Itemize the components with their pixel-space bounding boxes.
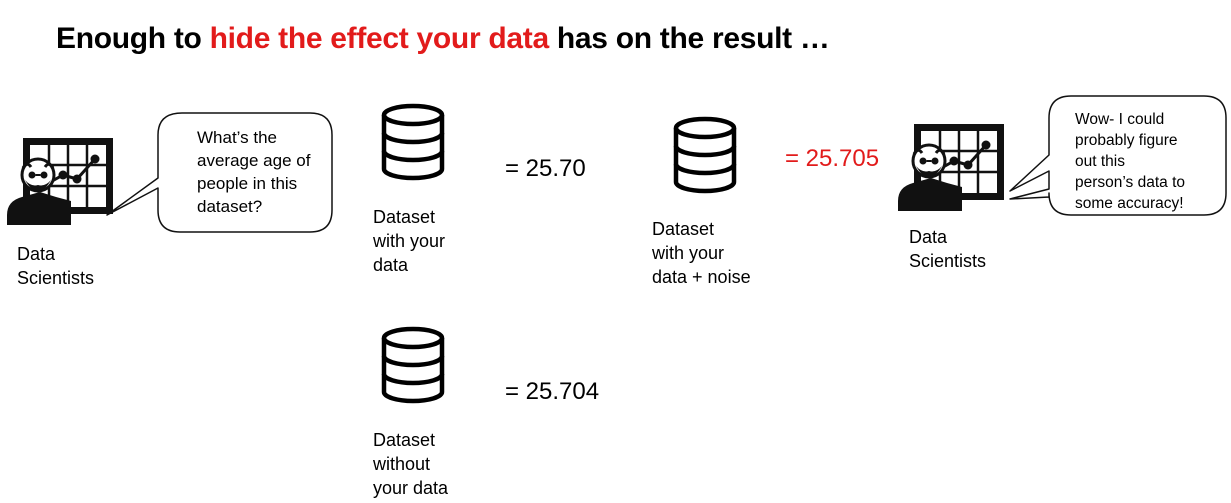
- title-prefix: Enough to: [56, 22, 210, 55]
- database-icon: [673, 116, 737, 194]
- slide-title: Enough to hide the effect your data has …: [56, 22, 830, 56]
- title-suffix: has on the result …: [548, 22, 830, 55]
- title-highlight: hide the effect your data: [209, 22, 550, 55]
- dataset-without-your-data-label: Dataset without your data: [373, 430, 449, 498]
- left-speech-bubble: [106, 112, 333, 233]
- left-scientist-label: Data Scientists: [17, 244, 95, 288]
- dataset-with-your-data-label: Dataset with your data: [373, 207, 446, 275]
- right-bubble-text: Wow- I could probably figure out this pe…: [1075, 111, 1186, 212]
- dataset-without-your-data-result: = 25.704: [505, 378, 600, 405]
- right-scientist-label: Data Scientists: [909, 227, 987, 271]
- left-bubble-text: What’s the average age of people in this…: [197, 128, 311, 216]
- dataset-with-noise-result: = 25.705: [785, 145, 880, 172]
- dataset-with-noise-label: Dataset with your data + noise: [652, 219, 751, 287]
- database-icon: [381, 326, 445, 404]
- dataset-with-your-data-result: = 25.70: [505, 155, 586, 182]
- right-speech-bubble: [1009, 95, 1227, 216]
- data-scientist-icon: [7, 138, 113, 225]
- database-icon: [381, 103, 445, 181]
- data-scientist-icon: [898, 124, 1004, 211]
